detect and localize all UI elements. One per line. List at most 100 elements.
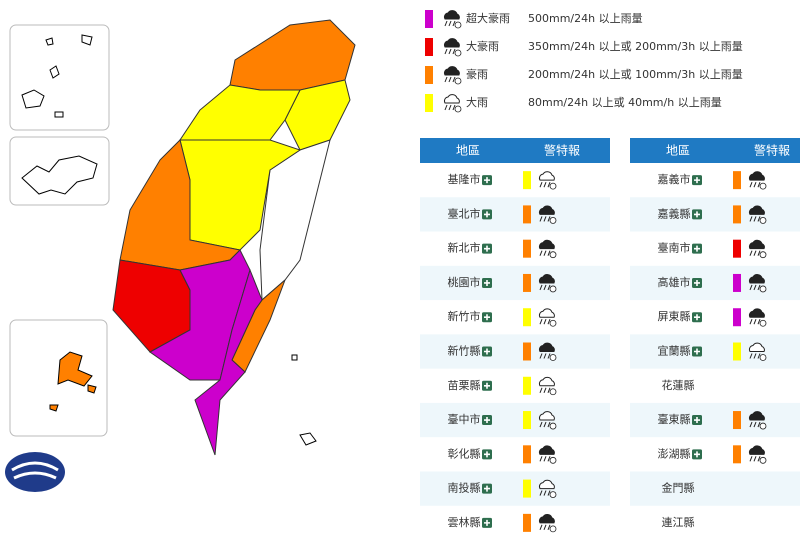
rain (749, 181, 753, 188)
kinmen-island (21, 155, 98, 195)
expand-button[interactable] (692, 415, 702, 426)
region-name: 嘉義縣 (658, 206, 691, 220)
rain (547, 421, 551, 428)
legend-swatch (425, 38, 433, 56)
expand-button[interactable] (692, 175, 702, 186)
rain (539, 524, 543, 531)
rain (753, 284, 757, 291)
rain (543, 216, 547, 222)
rain (444, 76, 448, 83)
plus-sign (484, 451, 490, 458)
expand-button[interactable] (692, 449, 702, 460)
expand-button[interactable] (692, 346, 702, 357)
plus-sign (484, 314, 490, 321)
legend-desc: 500mm/24h 以上雨量 (528, 12, 643, 25)
level-swatch (523, 273, 531, 292)
weather-icon (538, 479, 557, 498)
expand-button[interactable] (482, 312, 492, 323)
legend-label: 豪雨 (466, 67, 488, 81)
legend-desc: 80mm/24h 以上或 40mm/h 以上雨量 (528, 96, 722, 109)
alert-dot (549, 285, 557, 293)
region-name: 宜蘭縣 (658, 344, 691, 358)
alert-dot (759, 251, 767, 259)
level-swatch (733, 239, 741, 258)
expand-button[interactable] (482, 243, 492, 254)
expand-button[interactable] (692, 277, 702, 288)
weather-icon (748, 308, 767, 327)
rain (543, 250, 547, 256)
expand-button[interactable] (482, 449, 492, 460)
weather-icon (538, 274, 557, 293)
rain (539, 353, 543, 359)
rain (547, 181, 551, 188)
row-bg (420, 334, 610, 369)
rain (452, 104, 456, 111)
rain (543, 387, 547, 393)
alert-dot (549, 182, 557, 190)
region-pingtung (194, 268, 263, 456)
legend-label: 大雨 (466, 95, 488, 109)
alert-dot (549, 217, 557, 224)
cloud (748, 239, 765, 250)
cloud (443, 38, 460, 48)
rain (753, 456, 757, 462)
expand-button[interactable] (482, 380, 492, 391)
plus-sign (484, 211, 490, 218)
row-bg (630, 197, 800, 232)
expand-button[interactable] (482, 175, 492, 186)
legend-swatch (425, 94, 433, 112)
level-swatch (733, 205, 741, 224)
expand-button[interactable] (482, 415, 492, 426)
region-name: 澎湖縣 (658, 447, 691, 460)
level-swatch (523, 445, 531, 464)
cloud (538, 274, 555, 284)
rain (539, 387, 543, 393)
expand-button[interactable] (692, 243, 702, 254)
weather-icon (538, 411, 557, 430)
row-bg (420, 402, 610, 438)
region-name: 苗栗縣 (448, 379, 481, 392)
rain (749, 456, 753, 462)
legend-label: 超大豪雨 (466, 11, 510, 25)
weather-icon (748, 171, 767, 190)
alert-dot (759, 217, 767, 224)
expand-button[interactable] (482, 209, 492, 220)
east-islands (291, 354, 317, 446)
level-swatch (523, 239, 531, 258)
rain (757, 284, 761, 291)
rain (543, 490, 547, 496)
cloud (538, 171, 555, 181)
rain (547, 250, 551, 256)
cloud (538, 479, 555, 490)
expand-button[interactable] (692, 312, 702, 323)
header-warning: 警特報 (754, 143, 790, 158)
weather-icon (538, 239, 557, 259)
level-swatch (733, 308, 741, 327)
region-name: 南投縣 (448, 481, 481, 495)
rain (749, 250, 753, 256)
expand-button[interactable] (482, 483, 492, 494)
taiwan-main (112, 19, 356, 456)
rain (539, 319, 543, 325)
plus-sign (484, 417, 490, 424)
rain (547, 456, 551, 462)
penghu-islands (49, 351, 97, 412)
region-north (229, 19, 356, 91)
level-swatch (523, 376, 531, 395)
plus-sign (694, 451, 700, 458)
cloud (538, 411, 555, 421)
expand-button[interactable] (482, 346, 492, 357)
expand-button[interactable] (482, 277, 492, 288)
alert-dot (759, 422, 767, 430)
rain (543, 524, 547, 531)
expand-button[interactable] (692, 209, 702, 220)
rain (753, 353, 757, 359)
region-miaoli (179, 84, 301, 141)
level-swatch (523, 513, 531, 532)
plus-sign (484, 177, 490, 184)
rain (547, 524, 551, 531)
expand-button[interactable] (482, 517, 492, 528)
plus-sign (694, 245, 700, 252)
cloud (538, 376, 555, 387)
